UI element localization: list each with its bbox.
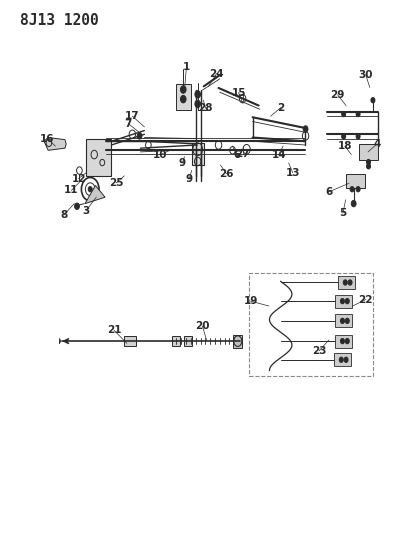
Text: 1: 1 xyxy=(183,62,190,71)
Text: 27: 27 xyxy=(235,149,250,158)
Circle shape xyxy=(345,318,349,324)
Circle shape xyxy=(345,338,349,344)
Text: 13: 13 xyxy=(286,168,300,177)
Circle shape xyxy=(195,100,200,108)
Text: 17: 17 xyxy=(125,111,140,121)
Text: 29: 29 xyxy=(330,90,345,100)
Circle shape xyxy=(356,111,360,117)
Text: 9: 9 xyxy=(179,158,186,167)
Text: 28: 28 xyxy=(198,103,213,113)
Circle shape xyxy=(180,95,186,103)
Bar xyxy=(86,139,111,176)
Bar xyxy=(335,335,352,348)
Text: 11: 11 xyxy=(64,185,79,195)
Circle shape xyxy=(351,200,356,207)
Circle shape xyxy=(303,126,308,132)
Text: 16: 16 xyxy=(40,134,55,143)
Text: 7: 7 xyxy=(125,119,132,128)
Circle shape xyxy=(340,318,344,324)
Text: 30: 30 xyxy=(358,70,373,79)
Circle shape xyxy=(342,134,346,139)
Text: 15: 15 xyxy=(231,88,246,98)
Circle shape xyxy=(340,338,344,344)
Circle shape xyxy=(371,98,375,103)
Text: 23: 23 xyxy=(312,346,326,356)
Text: 10: 10 xyxy=(153,150,168,159)
Circle shape xyxy=(345,298,349,304)
Circle shape xyxy=(350,187,354,192)
Text: 21: 21 xyxy=(107,326,122,335)
Text: 20: 20 xyxy=(195,321,210,331)
Bar xyxy=(233,335,242,348)
Circle shape xyxy=(367,159,371,165)
Bar xyxy=(249,273,373,376)
Text: 2: 2 xyxy=(277,103,284,112)
Circle shape xyxy=(195,91,200,98)
Text: 18: 18 xyxy=(338,141,352,151)
Bar xyxy=(335,314,352,327)
Text: 26: 26 xyxy=(219,169,234,179)
Bar xyxy=(172,336,180,346)
Text: 19: 19 xyxy=(243,296,258,306)
Text: 4: 4 xyxy=(373,139,381,149)
Circle shape xyxy=(75,203,79,209)
Circle shape xyxy=(348,280,352,285)
Bar xyxy=(192,143,204,165)
Text: 8: 8 xyxy=(61,210,68,220)
Circle shape xyxy=(356,134,360,139)
Polygon shape xyxy=(44,138,66,150)
Circle shape xyxy=(367,164,371,169)
Text: 22: 22 xyxy=(358,295,373,304)
Bar xyxy=(124,336,136,346)
Text: 12: 12 xyxy=(71,174,86,183)
Polygon shape xyxy=(59,338,61,344)
Text: 24: 24 xyxy=(209,69,224,78)
Text: 9: 9 xyxy=(186,174,193,183)
Circle shape xyxy=(342,111,346,117)
Circle shape xyxy=(88,187,92,192)
Circle shape xyxy=(340,298,344,304)
Bar xyxy=(346,174,365,188)
Bar xyxy=(334,353,351,366)
Bar xyxy=(338,276,355,289)
Text: 8J13 1200: 8J13 1200 xyxy=(20,13,99,28)
Bar xyxy=(184,336,192,346)
Circle shape xyxy=(180,86,186,93)
Bar xyxy=(176,84,191,110)
Text: 6: 6 xyxy=(325,187,332,197)
Text: 6: 6 xyxy=(233,150,240,159)
Bar xyxy=(359,144,378,160)
Circle shape xyxy=(339,357,343,362)
Text: 14: 14 xyxy=(271,150,286,159)
Text: 5: 5 xyxy=(339,208,346,218)
Text: 25: 25 xyxy=(109,178,124,188)
Circle shape xyxy=(137,133,142,139)
Bar xyxy=(335,295,352,308)
Circle shape xyxy=(356,187,360,192)
Circle shape xyxy=(344,357,348,362)
Polygon shape xyxy=(85,185,105,204)
Circle shape xyxy=(343,280,347,285)
Text: 3: 3 xyxy=(83,206,90,215)
